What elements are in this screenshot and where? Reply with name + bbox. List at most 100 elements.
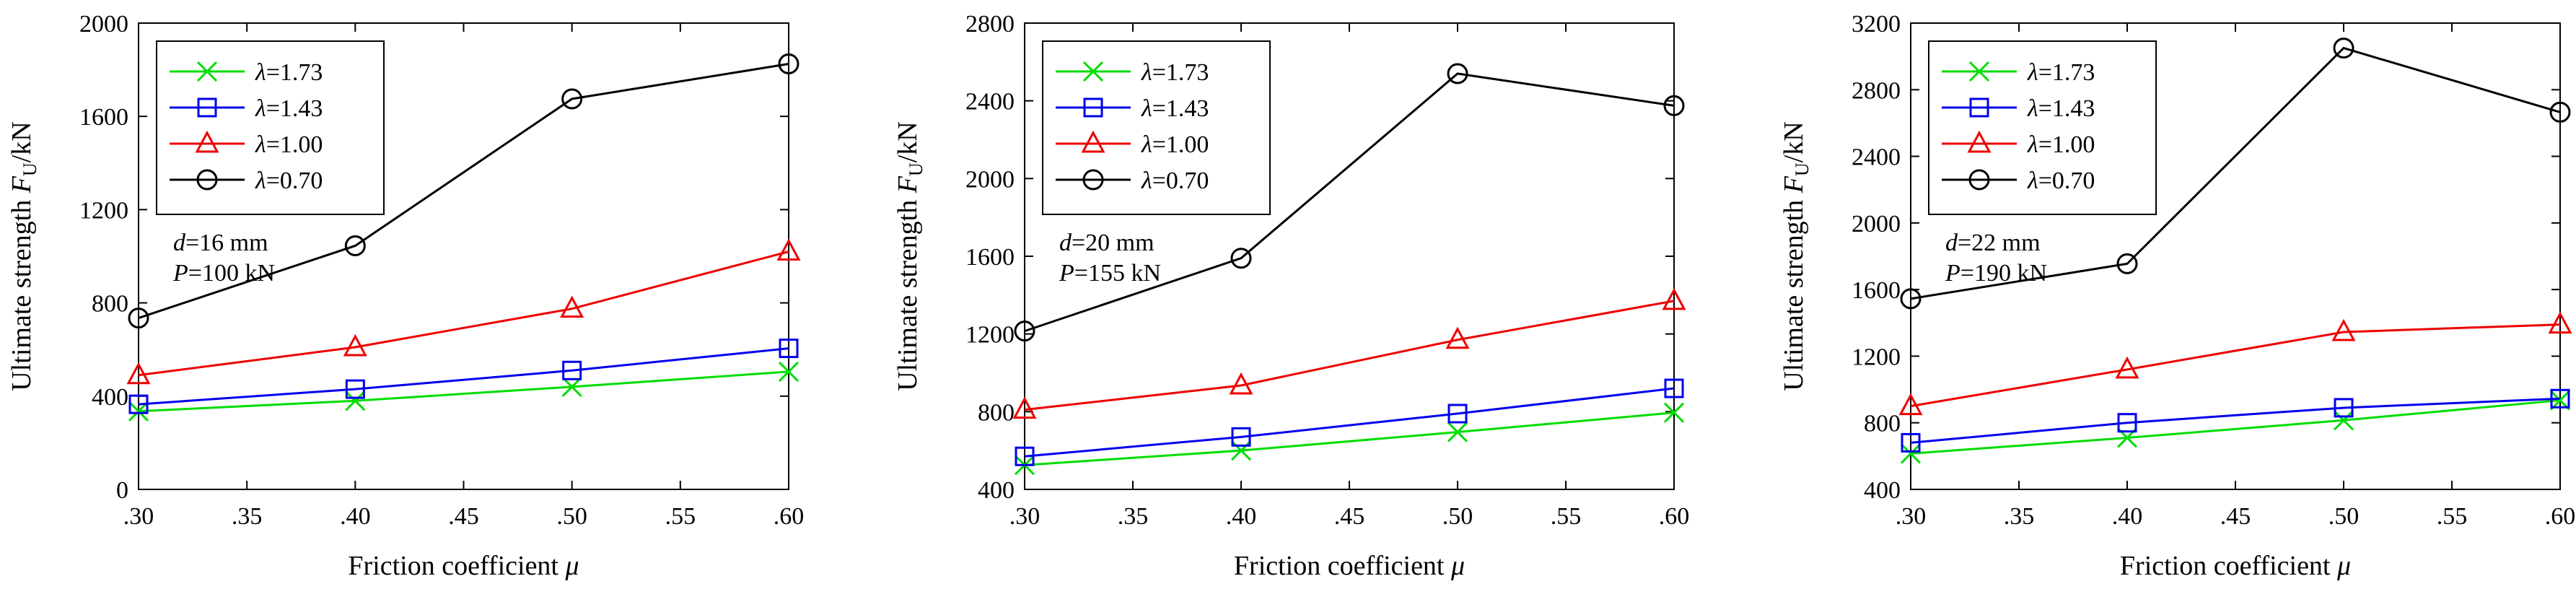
series-line: [1014, 63, 1685, 342]
legend-marker: [1967, 130, 1992, 153]
x-axis-title: Friction coefficient μ: [1234, 551, 1465, 581]
series-line: [128, 53, 799, 329]
y-tick-label: 1200: [1852, 344, 1901, 370]
series-path: [1910, 397, 2561, 444]
y-tick-label: 1600: [965, 244, 1015, 271]
legend-marker: [1081, 130, 1105, 153]
series-line: [128, 361, 799, 422]
x-tick-label: .55: [665, 503, 696, 530]
data-point: [561, 88, 583, 110]
y-tick-label: 1200: [965, 322, 1015, 349]
x-tick-label: .40: [2112, 503, 2143, 530]
y-tick-label: 400: [1864, 477, 1901, 504]
x-tick-label: .35: [232, 503, 263, 530]
legend-marker: [195, 130, 219, 153]
legend-label: λ=1.43: [255, 95, 323, 122]
series-path: [138, 347, 789, 406]
data-point: [778, 361, 799, 382]
data-point: [1898, 393, 1923, 416]
y-tick-label: 1600: [1852, 277, 1901, 304]
x-tick-label: .50: [1442, 503, 1473, 530]
data-point: [343, 333, 367, 357]
y-tick-label: 2000: [1852, 211, 1901, 237]
annotation-diameter: d=16 mm: [173, 230, 268, 256]
series-line: [1015, 378, 1684, 466]
legend-label: λ=1.00: [2027, 131, 2095, 158]
legend-marker: [1968, 169, 1990, 191]
data-point: [2117, 413, 2137, 433]
chart-panel-2: 400 800 1200 1600 2000 2400 2800 .30 .35 .40 .45 .5…: [893, 11, 1689, 581]
x-tick-label: .30: [1009, 503, 1041, 530]
annotation-preload: P=100 kN: [172, 260, 275, 287]
data-point: [1664, 378, 1684, 398]
series-line: [128, 339, 799, 414]
annotation-diameter: d=22 mm: [1945, 230, 2041, 256]
x-tick-label: .50: [2329, 503, 2360, 530]
data-point: [1662, 287, 1686, 310]
series-path: [1024, 411, 1675, 466]
data-point: [1229, 372, 1253, 395]
data-point: [1663, 402, 1685, 423]
y-tick-label: 800: [1864, 411, 1901, 437]
data-point: [1445, 326, 1470, 349]
y-axis-title: Ultimate strength FU/kN: [893, 121, 926, 391]
legend-label: λ=0.70: [1141, 167, 1209, 194]
series-path: [1024, 300, 1675, 411]
data-point: [2115, 356, 2139, 379]
x-tick-label: .60: [774, 503, 805, 530]
x-tick-label: .35: [2004, 503, 2035, 530]
legend: λ=1.73 λ=1.43 λ=1.00 λ=0.70: [1042, 40, 1271, 215]
data-point: [128, 307, 149, 329]
legend-label: λ=1.43: [1141, 95, 1209, 122]
chart-panel-3: 400 800 1200 1600 2000 2400 2800 3200 .30 .35 .40.…: [1779, 11, 2575, 581]
annotation: d=22 mm P=190 kN: [1945, 230, 2047, 287]
series-line: [1900, 38, 2571, 310]
data-point: [344, 235, 366, 256]
series-line: [1014, 402, 1685, 476]
series-path: [1024, 387, 1675, 458]
legend-label: λ=0.70: [255, 167, 323, 194]
x-axis-title: Friction coefficient μ: [2120, 551, 2351, 581]
legend-label: λ=1.00: [255, 131, 323, 158]
y-tick-label: 400: [92, 384, 128, 411]
data-point: [1447, 403, 1468, 424]
y-tick-label: 1600: [79, 104, 128, 131]
data-point: [1900, 288, 1922, 310]
data-point: [1447, 422, 1468, 442]
y-tick-label: 2400: [1852, 144, 1901, 171]
annotation-preload: P=155 kN: [1059, 260, 1161, 287]
data-point: [126, 362, 151, 385]
series-path: [138, 250, 789, 377]
chart-panel-1: 0 400 800 1200 1600 2000 .30 .35 .40 .45 .50 .55 .60…: [6, 11, 804, 581]
data-point: [2333, 410, 2354, 431]
data-point: [2116, 253, 2138, 274]
y-tick-label: 2800: [1852, 77, 1901, 104]
y-axis-title: Ultimate strength FU/kN: [1779, 121, 1813, 391]
data-point: [778, 53, 799, 75]
series-path: [1910, 46, 2561, 300]
data-point: [2550, 388, 2570, 409]
data-point: [1901, 432, 1921, 453]
data-point: [1015, 446, 1035, 466]
legend-marker: [197, 97, 217, 118]
x-tick-label: .50: [556, 503, 587, 530]
legend-label: λ=1.73: [1141, 59, 1209, 86]
series-path: [138, 63, 789, 320]
y-tick-label: 800: [978, 399, 1015, 426]
x-tick-label: .45: [448, 503, 479, 530]
y-tick-label: 800: [92, 291, 128, 318]
y-tick-label: 1200: [79, 197, 128, 224]
data-point: [2549, 101, 2571, 123]
data-point: [128, 401, 149, 422]
data-point: [1900, 443, 1922, 464]
data-point: [2333, 38, 2354, 59]
series-line: [1012, 287, 1686, 419]
data-point: [2331, 318, 2356, 341]
legend: λ=1.73 λ=1.43 λ=1.00 λ=0.70: [156, 40, 385, 215]
legend-label: λ=0.70: [2027, 167, 2095, 194]
annotation: d=20 mm P=155 kN: [1059, 230, 1161, 287]
data-point: [2334, 398, 2354, 418]
data-point: [1014, 320, 1035, 342]
annotation-diameter: d=20 mm: [1059, 230, 1155, 256]
